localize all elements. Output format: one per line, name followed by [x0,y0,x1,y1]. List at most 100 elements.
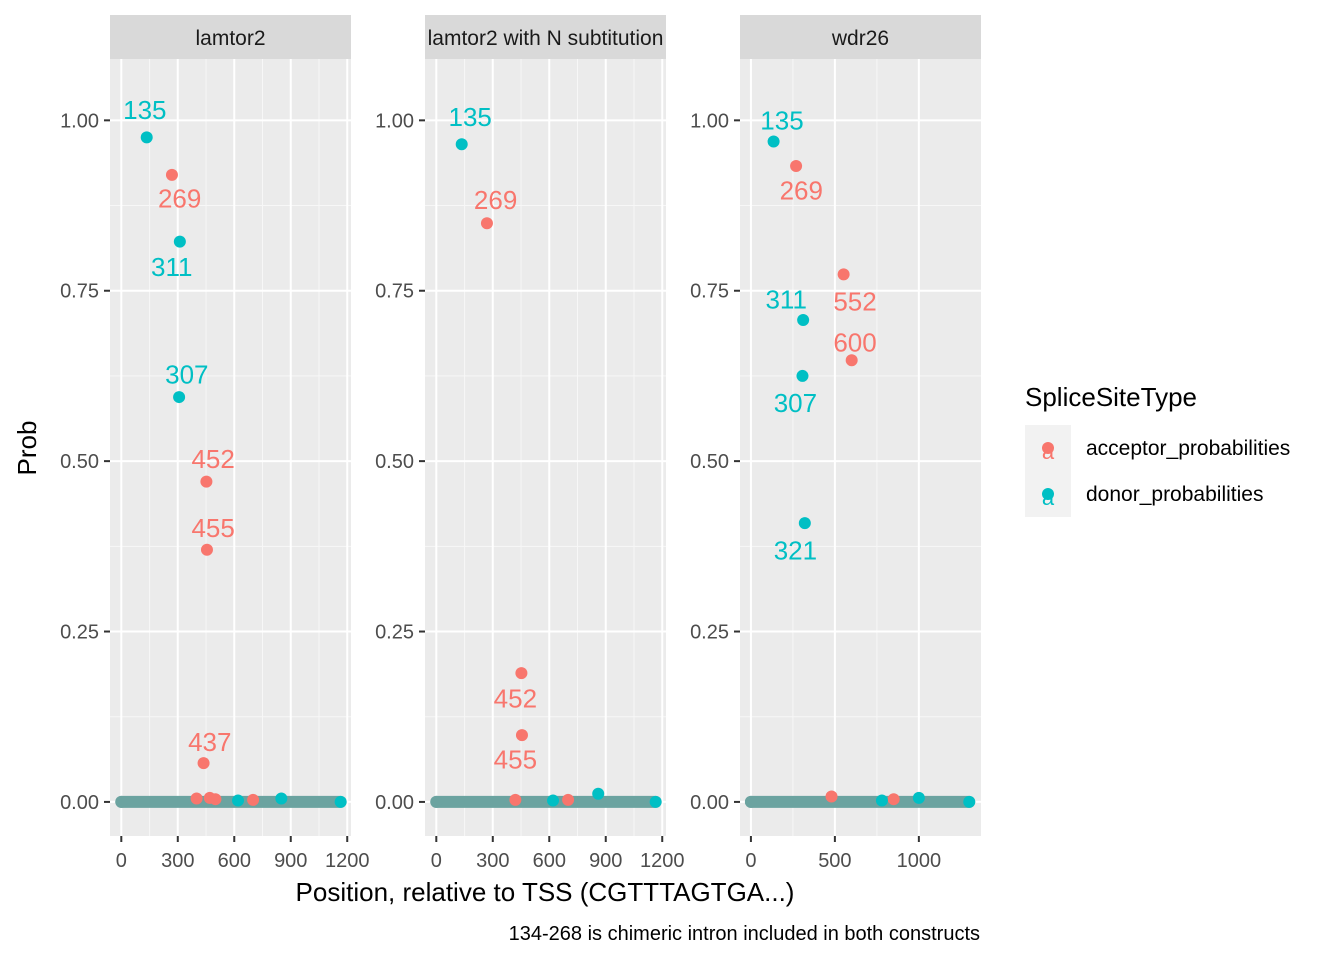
point-label-135: 135 [760,105,803,135]
y-tick-label: 0.50 [690,451,729,473]
donor-point [797,314,810,327]
y-tick-label: 0.75 [690,281,729,303]
donor-point [275,792,288,805]
donor-point [173,391,186,404]
x-tick-label: 0 [745,850,756,872]
acceptor-point [562,793,575,806]
point-label-135: 135 [448,102,491,132]
y-tick-label: 0.25 [60,622,99,644]
acceptor-point [197,757,210,770]
baseline-point [430,795,443,808]
acceptor-point [480,217,493,230]
donor-point [875,794,888,807]
y-tick-label: 0.00 [690,792,729,814]
x-tick-label: 900 [589,850,622,872]
panel-3: wdr26 0.00 0.25 0.50 0.75 1.00 0 500 1000 135 269 3… [690,15,981,872]
point-label-311: 311 [151,252,192,282]
legend-label-acceptor: acceptor_probabilities [1086,437,1290,460]
panel-background [740,59,981,836]
acceptor-point [509,793,522,806]
point-label-135: 135 [123,95,166,125]
x-tick-label: 600 [218,850,251,872]
donor-point [798,517,811,530]
legend-title: SpliceSiteType [1025,382,1197,412]
panel-1: lamtor2 0.00 0.25 0.50 0.75 1.00 0 300 600 900 120… [60,15,369,872]
point-label-452: 452 [191,444,234,474]
acceptor-point [209,793,222,806]
acceptor-point [790,160,803,173]
point-label-455: 455 [494,745,537,775]
x-tick-label: 300 [476,850,509,872]
donor-point [547,794,560,807]
y-tick-label: 0.00 [60,792,99,814]
x-tick-label: 900 [274,850,307,872]
point-label-269: 269 [474,185,517,215]
point-label-437: 437 [188,727,231,757]
y-tick-label: 1.00 [60,110,99,132]
panel-strip [740,15,981,59]
point-label-269: 269 [158,184,201,214]
legend-label-donor: donor_probabilities [1086,483,1263,506]
legend-key-acceptor-point [1042,442,1054,454]
panel-strip [425,15,666,59]
x-tick-label: 300 [161,850,194,872]
y-tick-label: 0.50 [60,451,99,473]
point-label-552: 552 [833,287,876,317]
acceptor-point [200,543,213,556]
panel-title: lamtor2 with N subtitution [428,27,664,50]
y-tick-label: 0.75 [60,281,99,303]
panel-title: lamtor2 [195,27,265,50]
donor-point [140,131,153,144]
y-tick-label: 0.00 [375,792,414,814]
acceptor-point [200,475,213,488]
x-tick-label: 600 [533,850,566,872]
donor-point [592,787,605,800]
panel-strip [110,15,351,59]
panels-layer: lamtor2 0.00 0.25 0.50 0.75 1.00 0 300 600 900 120… [60,15,981,872]
panel-2: lamtor2 with N subtitution 0.00 0.25 0.50 0.… [375,15,684,872]
caption: 134-268 is chimeric intron included in b… [509,923,980,945]
point-label-452: 452 [494,683,537,713]
panel-background [425,59,666,836]
point-label-600: 600 [833,328,876,358]
legend: SpliceSiteType a acceptor_probabilities … [1025,382,1290,517]
point-label-311: 311 [765,285,806,315]
panel-background [110,59,351,836]
donor-point [232,794,245,807]
donor-point [963,795,976,808]
y-tick-label: 1.00 [375,110,414,132]
y-tick-label: 0.25 [690,622,729,644]
y-tick-label: 0.75 [375,281,414,303]
x-axis-title: Position, relative to TSS (CGTTTAGTGA...… [296,877,795,907]
baseline-point [744,795,757,808]
acceptor-point [515,667,528,680]
x-tick-label: 0 [116,850,127,872]
legend-key-donor-glyph: a [1042,485,1055,510]
y-tick-label: 0.25 [375,622,414,644]
point-label-455: 455 [191,513,234,543]
acceptor-point [515,729,528,742]
donor-point [767,135,780,148]
acceptor-point [190,792,203,805]
panel-title: wdr26 [831,27,889,50]
x-tick-label: 1200 [325,850,370,872]
donor-point [455,138,468,151]
y-tick-label: 0.50 [375,451,414,473]
legend-key-acceptor-glyph: a [1042,439,1055,464]
x-tick-label: 1200 [640,850,685,872]
point-label-307: 307 [774,388,817,418]
x-tick-label: 0 [431,850,442,872]
acceptor-point [845,354,858,367]
point-label-269: 269 [780,176,823,206]
donor-point [912,791,925,804]
x-tick-label: 500 [818,850,851,872]
donor-point [334,795,347,808]
donor-point [173,235,186,248]
acceptor-point [165,168,178,181]
legend-key-donor-point [1042,488,1054,500]
point-label-307: 307 [165,360,208,390]
acceptor-point [887,793,900,806]
acceptor-point [247,793,260,806]
donor-point [649,795,662,808]
